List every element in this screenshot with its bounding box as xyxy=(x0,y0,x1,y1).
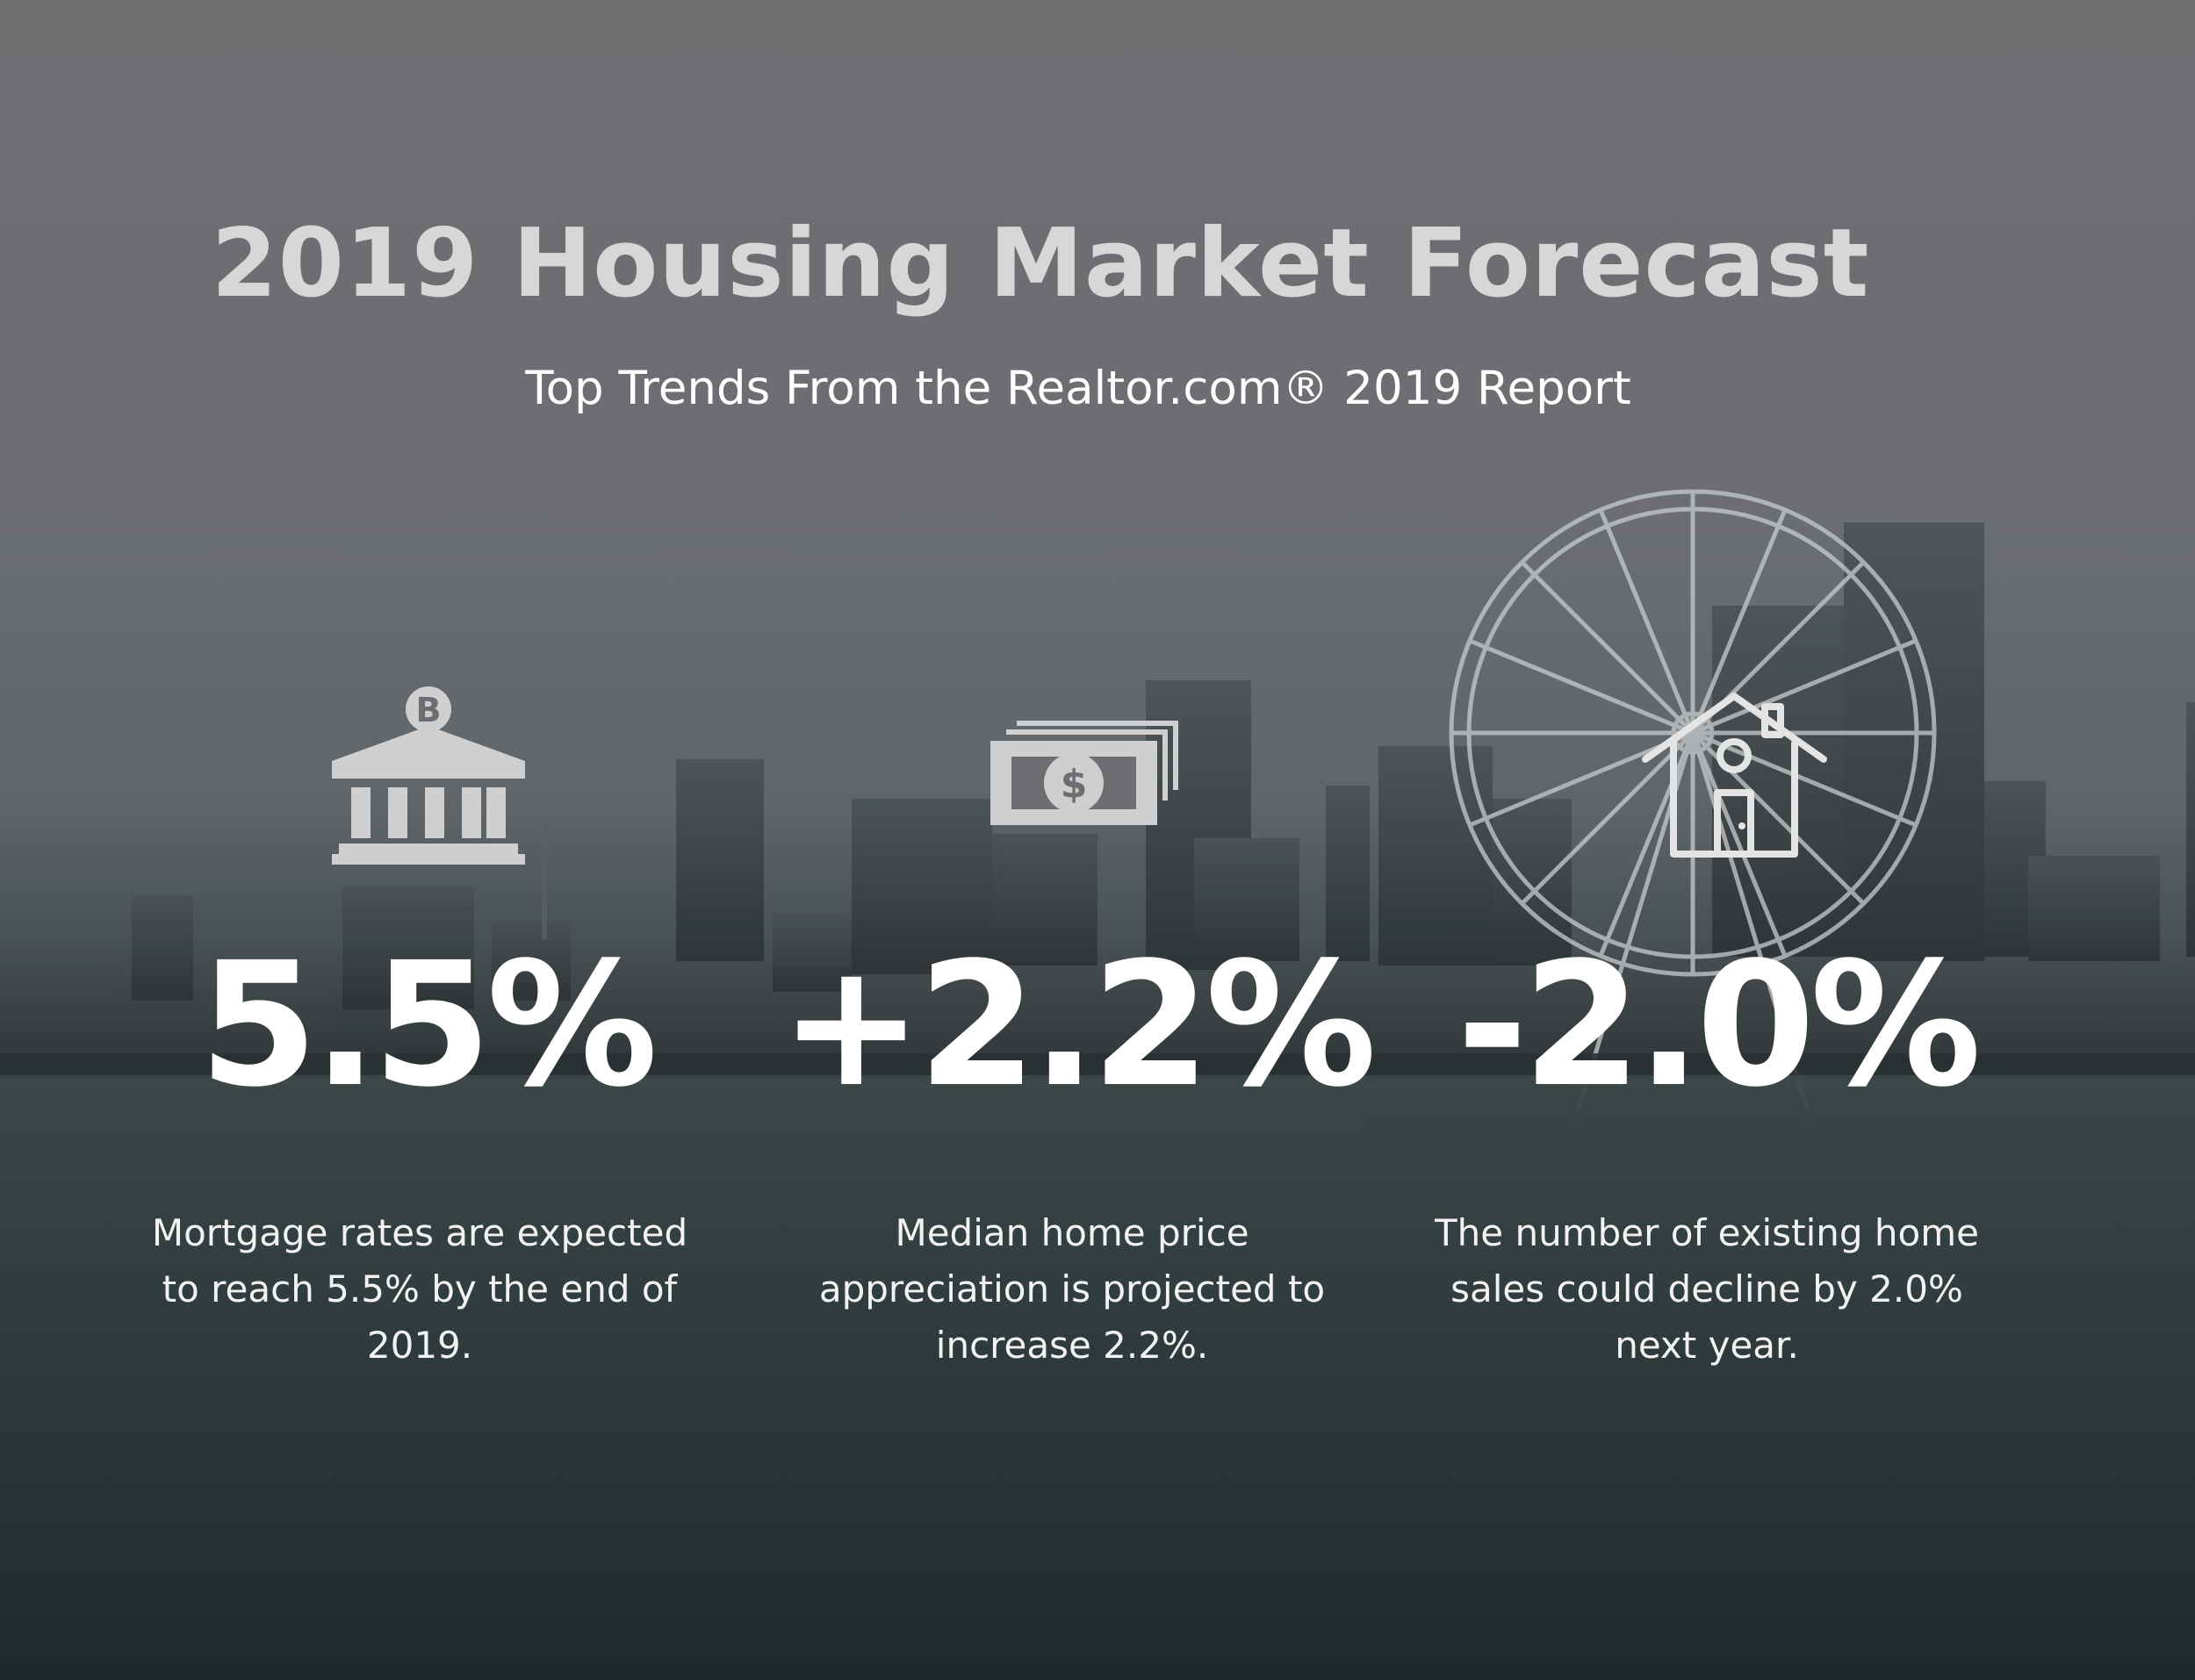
stat-value-home-sales: -2.0% xyxy=(1457,925,1982,1124)
money-stack-icon: $ xyxy=(990,720,1179,825)
house-icon xyxy=(1640,689,1829,860)
svg-text:B: B xyxy=(416,691,442,729)
page-title: 2019 Housing Market Forecast xyxy=(211,209,1870,319)
svg-text:$: $ xyxy=(1061,762,1088,807)
page-subtitle: Top Trends From the Realtor.com® 2019 Re… xyxy=(525,362,1631,415)
stat-value-mortgage-rate: 5.5% xyxy=(198,925,658,1124)
stat-description-price-appreciation: Median home price appreciation is projec… xyxy=(818,1211,1326,1367)
stat-description-home-sales: The number of existing home sales could … xyxy=(1435,1211,1979,1367)
stat-description-mortgage-rate: Mortgage rates are expected to reach 5.5… xyxy=(151,1211,688,1367)
bank-icon: B xyxy=(332,680,525,865)
stat-value-price-appreciation: +2.2% xyxy=(779,925,1377,1124)
